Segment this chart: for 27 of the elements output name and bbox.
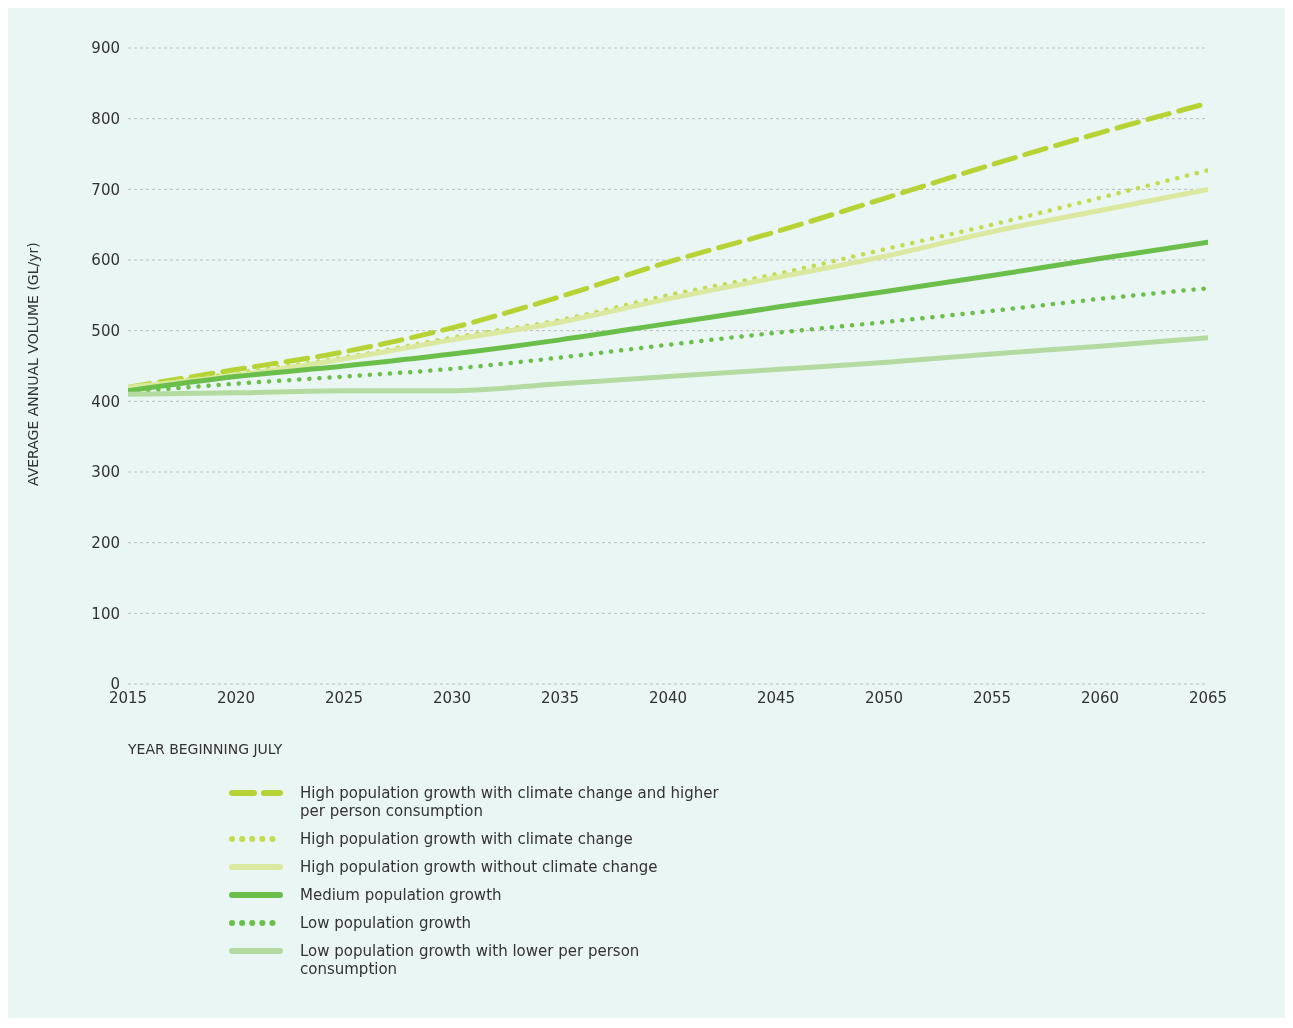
y-tick-label: 700 [91, 180, 120, 199]
y-tick-label: 500 [91, 321, 120, 340]
legend-label: High population growth without climate change [300, 858, 658, 876]
y-tick-label: 600 [91, 251, 120, 270]
x-tick-label: 2025 [324, 688, 364, 707]
x-tick-label: 2055 [972, 688, 1012, 707]
legend-label: Medium population growth [300, 886, 502, 904]
y-tick-label: 200 [91, 533, 120, 552]
legend-label: High population growth with climate change and higher per person consumption [300, 784, 720, 820]
x-tick-label: 2065 [1188, 688, 1228, 707]
y-tick-label: 400 [91, 392, 120, 411]
y-axis-title: AVERAGE ANNUAL VOLUME (GL/yr) [24, 242, 41, 486]
legend-label: High population growth with climate change [300, 830, 633, 848]
x-tick-label: 2050 [864, 688, 904, 707]
x-tick-label: 2045 [756, 688, 796, 707]
y-tick-label: 300 [91, 463, 120, 482]
x-axis-title: YEAR BEGINNING JULY [127, 741, 283, 757]
x-tick-label: 2060 [1080, 688, 1120, 707]
legend-label: Low population growth with lower per person consumption [300, 942, 641, 978]
y-tick-label: 100 [91, 604, 120, 623]
y-tick-label: 900 [91, 39, 120, 58]
y-tick-label: 800 [91, 109, 120, 128]
x-tick-label: 2030 [432, 688, 472, 707]
x-tick-label: 2040 [648, 688, 688, 707]
legend-label: Low population growth [300, 914, 472, 932]
x-tick-label: 2020 [216, 688, 256, 707]
x-tick-label: 2035 [540, 688, 580, 707]
